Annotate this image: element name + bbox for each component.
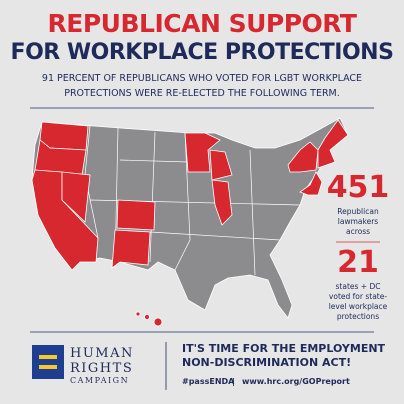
- state-border: [174, 132, 191, 271]
- title-line: REPUBLICAN SUPPORT: [48, 9, 357, 38]
- logo-text: HUMAN: [70, 346, 134, 361]
- state-border: [119, 159, 189, 163]
- state: [299, 171, 323, 196]
- island: [135, 311, 141, 317]
- state: [209, 149, 233, 181]
- stat-text: level workplace: [329, 302, 388, 311]
- state: [317, 119, 349, 169]
- logo-mark: [32, 345, 64, 379]
- stat-number: 21: [337, 245, 379, 280]
- separator: |: [232, 377, 235, 386]
- state-border: [249, 149, 256, 276]
- logo-bar: [39, 365, 57, 369]
- url: www.hrc.org/GOPreport: [242, 377, 350, 386]
- logo-text: CAMPAIGN: [70, 376, 129, 385]
- logo-bar: [39, 355, 57, 359]
- stat-text: protections: [337, 312, 379, 321]
- state: [111, 229, 151, 269]
- state: [287, 141, 319, 173]
- stat-text: voted for state-: [329, 292, 387, 301]
- stat-number: 451: [327, 170, 390, 205]
- state-border: [149, 231, 281, 241]
- subtitle-line: 91 PERCENT OF REPUBLICANS WHO VOTED FOR …: [42, 73, 362, 84]
- island: [144, 314, 150, 320]
- title-line: FOR WORKPLACE PROTECTIONS: [11, 40, 394, 65]
- hashtag: #passENDA: [182, 377, 235, 386]
- stat-text: Republican: [337, 207, 379, 216]
- stat-text: across: [346, 227, 370, 236]
- state-border: [149, 131, 156, 263]
- state: [211, 179, 233, 226]
- logo-text: RIGHTS: [70, 361, 133, 376]
- subtitle-line: PROTECTIONS WERE RE-ELECTED THE FOLLOWIN…: [64, 88, 340, 99]
- state: [34, 139, 87, 176]
- state: [184, 132, 221, 173]
- state: [116, 199, 156, 231]
- headline: IT'S TIME FOR THE EMPLOYMENT: [182, 342, 386, 355]
- stat-text: states + DC: [336, 282, 381, 291]
- state: [61, 171, 91, 223]
- stat-text: lawmakers: [338, 217, 378, 226]
- headline: NON-DISCRIMINATION ACT!: [182, 356, 351, 369]
- island: [153, 317, 163, 327]
- us-map: [31, 117, 349, 327]
